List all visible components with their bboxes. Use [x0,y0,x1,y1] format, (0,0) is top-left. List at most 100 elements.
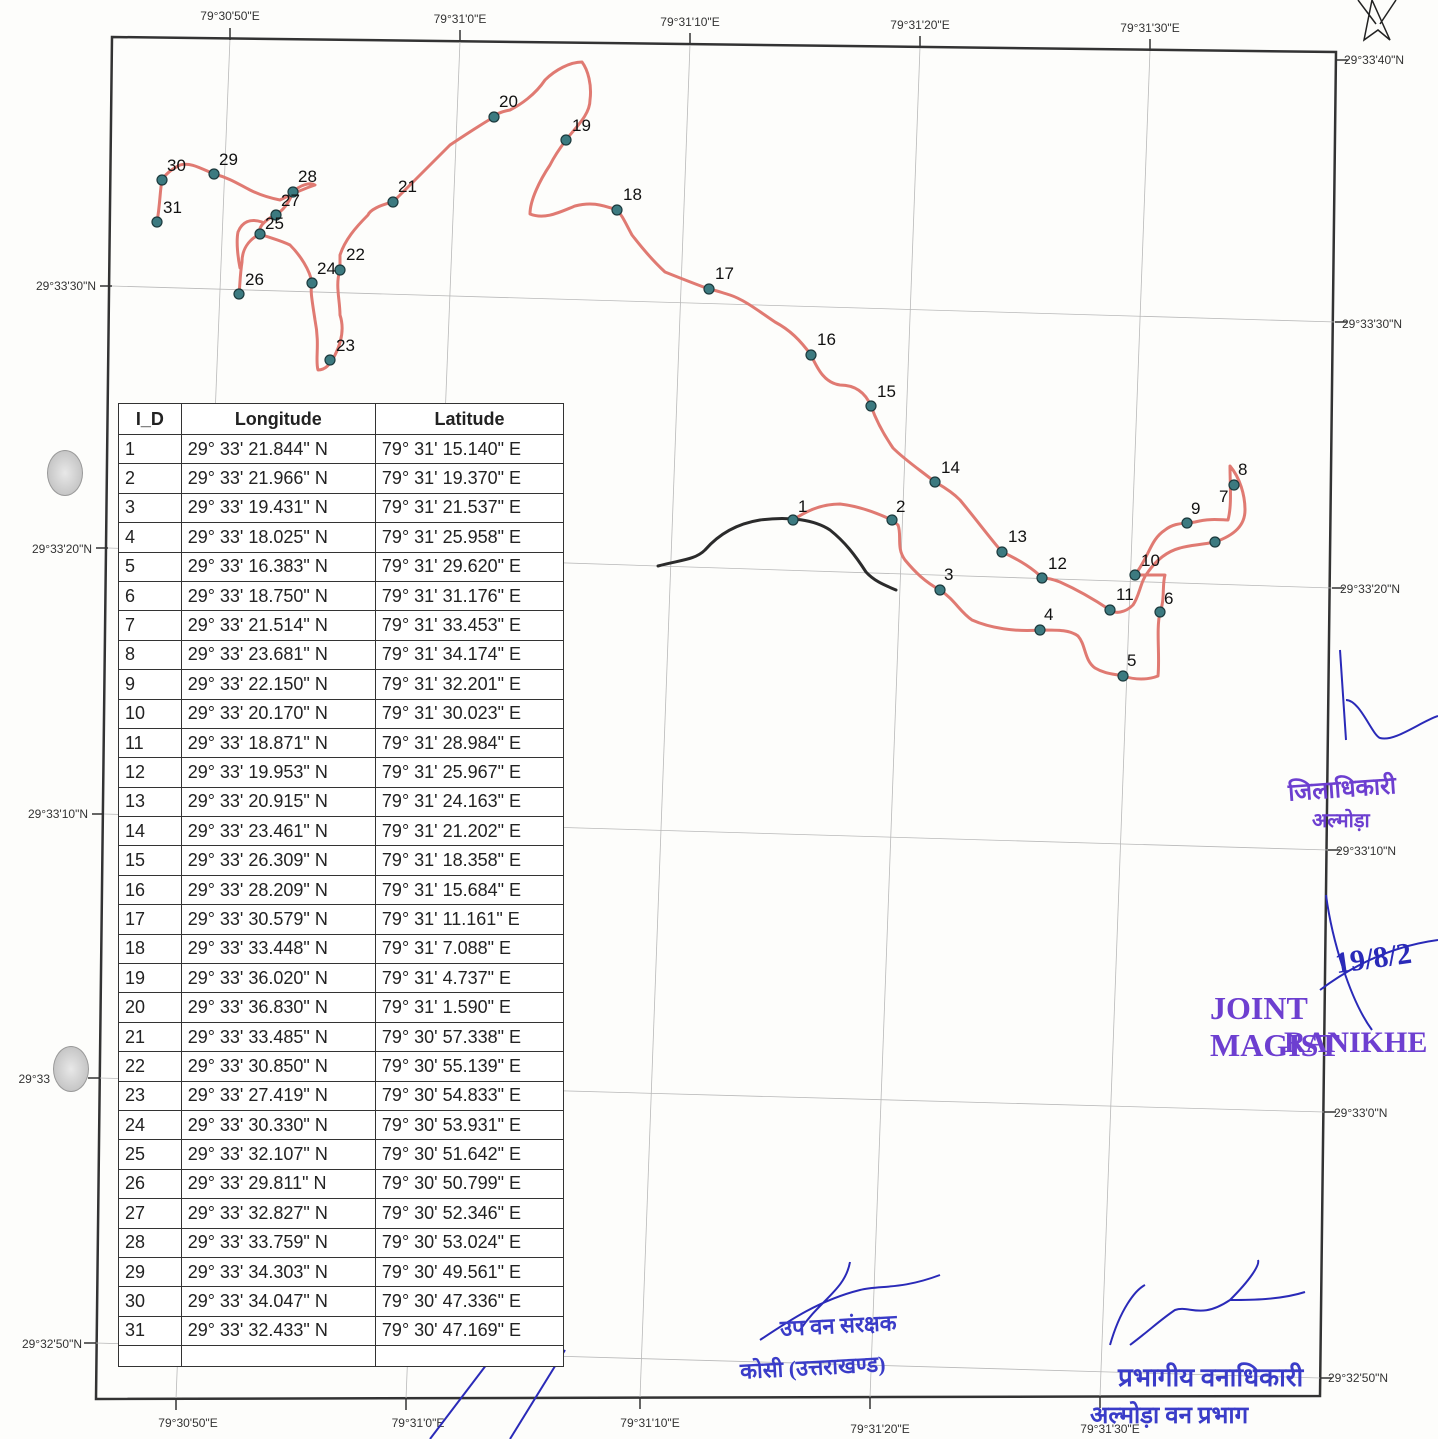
table-cell-lat: 79° 30' 47.336" E [374,1286,565,1317]
table-cell-lon: 29° 33' 16.383" N [180,551,376,582]
table-row: 13 29° 33' 20.915" N 79° 31' 24.163" E [118,786,565,818]
column-header-latitude: Latitude [374,403,565,435]
table-cell-lat: 79° 31' 7.088" E [374,933,565,965]
top-lon-labels: 79°30'50"E 79°31'0"E 79°31'10"E 79°31'20… [200,9,1179,35]
table-cell-lon: 29° 33' 19.431" N [180,492,376,524]
road-line [656,516,898,592]
table-row: 1 29° 33' 21.844" N 79° 31' 15.140" E [118,433,565,465]
point-label: 13 [1008,527,1027,546]
table-cell-id: 23 [118,1080,182,1111]
table-cell-id: 15 [118,845,182,876]
route-point [929,476,941,488]
point-label: 22 [346,245,365,264]
table-cell-lat: 79° 30' 47.169" E [374,1315,565,1347]
route-point [270,209,282,221]
table-cell-id: 1 [118,433,182,465]
point-label: 8 [1238,460,1247,479]
coord-label: 79°31'20"E [890,18,949,32]
coordinate-table: I_D Longitude Latitude 1 29° 33' 21.844" … [118,403,565,1368]
table-cell-lon: 29° 33' 33.759" N [180,1227,376,1258]
table-cell-id: 5 [118,551,182,582]
point-label: 10 [1141,551,1160,570]
table-row: 8 29° 33' 23.681" N 79° 31' 34.174" E [118,639,565,671]
table-cell-id: 31 [118,1315,182,1347]
point-label: 24 [317,259,336,278]
route-point [233,288,245,300]
route-point [787,514,799,526]
point-label: 6 [1164,589,1173,608]
point-label: 1 [798,497,807,516]
table-cell-empty [180,1345,376,1368]
route-point [254,228,266,240]
table-cell-lat: 79° 31' 15.140" E [374,433,565,465]
table-cell-id: 17 [118,904,182,935]
table-cell-lat: 79° 31' 28.984" E [374,727,565,759]
route-point [488,111,500,123]
route-point [703,283,715,295]
coord-label: 29°33'10"N [1336,844,1396,858]
coord-label: 29°33'20"N [32,542,92,556]
route-point [560,134,572,146]
route-point [996,546,1008,558]
coord-label: 29°32'50"N [1328,1371,1388,1385]
table-row: 20 29° 33' 36.830" N 79° 31' 1.590" E [118,992,565,1023]
table-row: 21 29° 33' 33.485" N 79° 30' 57.338" E [118,1021,565,1053]
stamp-text: अल्मोड़ा वन प्रभाग [1090,1403,1249,1429]
table-cell-id: 21 [118,1021,182,1053]
table-cell-id: 9 [118,669,182,700]
table-cell-lon: 29° 33' 30.850" N [180,1051,376,1082]
coord-label: 79°30'50"E [200,9,259,23]
coord-label: 29°33'30"N [36,279,96,293]
table-cell-id: 4 [118,522,182,553]
table-cell-lon: 29° 33' 30.330" N [180,1109,376,1141]
table-cell-empty [118,1345,182,1368]
table-cell-empty [374,1345,565,1368]
north-arrow-icon [1357,0,1397,42]
table-cell-id: 7 [118,610,182,641]
table-cell-id: 29 [118,1256,182,1288]
point-label: 5 [1127,651,1136,670]
point-label: 2 [896,497,905,516]
table-cell-lat: 79° 30' 49.561" E [374,1256,565,1288]
table-cell-lat: 79° 31' 25.958" E [374,522,565,553]
point-label: 3 [944,565,953,584]
ranikhet-stamp: RANIKHE [1284,1026,1427,1060]
conservator-stamp: उप वन संरक्षक [779,1307,897,1343]
route-point [865,400,877,412]
point-label: 19 [572,116,591,135]
coord-label: 79°30'50"E [158,1416,217,1430]
table-cell-lon: 29° 33' 27.419" N [180,1080,376,1111]
coord-label: 29°33'10"N [28,807,88,821]
table-cell-lon: 29° 33' 18.750" N [180,580,376,612]
table-row: 11 29° 33' 18.871" N 79° 31' 28.984" E [118,727,565,759]
route-point [1104,604,1116,616]
table-cell-id: 11 [118,727,182,759]
table-cell-lon: 29° 33' 21.514" N [180,610,376,641]
table-cell-lon: 29° 33' 33.485" N [180,1021,376,1053]
right-lat-labels: 29°33'40"N 29°33'30"N 29°33'20"N 29°33'1… [1328,53,1404,1385]
table-cell-lat: 79° 31' 18.358" E [374,845,565,876]
table-cell-id: 18 [118,933,182,965]
almora-stamp: अल्मोड़ा [1312,806,1370,833]
table-cell-lat: 79° 30' 53.024" E [374,1227,565,1258]
point-label: 29 [219,150,238,169]
point-label: 15 [877,382,896,401]
table-cell-lon: 29° 33' 23.461" N [180,816,376,847]
table-cell-id: 16 [118,874,182,906]
table-cell-lon: 29° 33' 36.830" N [180,992,376,1023]
coord-label: 79°31'30"E [1120,21,1179,35]
table-cell-lon: 29° 33' 30.579" N [180,904,376,935]
table-row: 31 29° 33' 32.433" N 79° 30' 47.169" E [118,1315,565,1347]
point-label: 14 [941,458,960,477]
table-cell-lon: 29° 33' 21.966" N [180,463,376,494]
table-cell-lon: 29° 33' 29.811" N [180,1168,376,1200]
point-label: 23 [336,336,355,355]
table-row: 26 29° 33' 29.811" N 79° 30' 50.799" E [118,1168,565,1200]
table-cell-id: 30 [118,1286,182,1317]
coord-label: 79°31'30"E [1080,1422,1139,1436]
table-cell-lat: 79° 30' 50.799" E [374,1168,565,1200]
table-cell-lon: 29° 33' 36.020" N [180,963,376,994]
table-cell-id: 2 [118,463,182,494]
table-cell-lon: 29° 33' 20.915" N [180,786,376,818]
column-header-id: I_D [118,403,182,435]
